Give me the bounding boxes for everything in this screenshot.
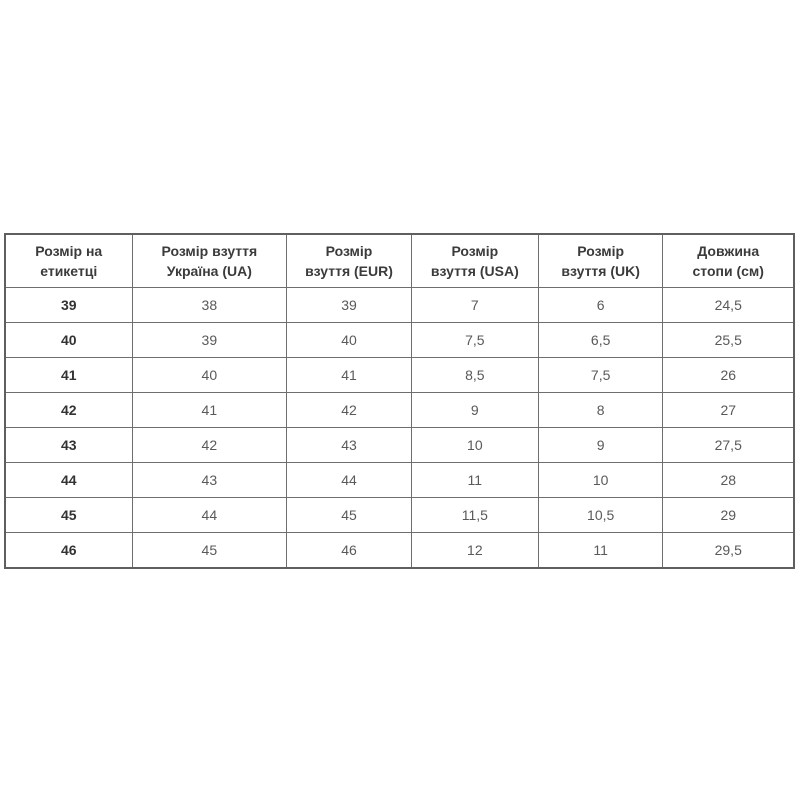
header-row: Розмір на етикетці Розмір взуття Україна …	[4, 233, 795, 288]
size-value-cell: 43	[286, 427, 412, 463]
column-header: Розмір взуття Україна (UA)	[131, 233, 288, 288]
size-value-cell: 29	[662, 497, 795, 533]
label-size-cell: 43	[4, 427, 133, 463]
size-value-cell: 38	[131, 287, 288, 323]
size-value-cell: 7,5	[410, 322, 539, 358]
size-value-cell: 11,5	[410, 497, 539, 533]
size-value-cell: 10,5	[537, 497, 664, 533]
table-row: 41 40 41 8,5 7,5 26	[4, 357, 795, 393]
table-row: 40 39 40 7,5 6,5 25,5	[4, 322, 795, 358]
size-value-cell: 27,5	[662, 427, 795, 463]
column-header: Розмір на етикетці	[4, 233, 133, 288]
column-header: Довжина стопи (см)	[662, 233, 795, 288]
size-value-cell: 8,5	[410, 357, 539, 393]
size-value-cell: 42	[286, 392, 412, 428]
label-size-cell: 46	[4, 532, 133, 569]
size-value-cell: 7	[410, 287, 539, 323]
size-value-cell: 42	[131, 427, 288, 463]
table-row: 46 45 46 12 11 29,5	[4, 532, 795, 569]
size-value-cell: 41	[286, 357, 412, 393]
size-value-cell: 11	[537, 532, 664, 569]
table-row: 42 41 42 9 8 27	[4, 392, 795, 428]
table-row: 39 38 39 7 6 24,5	[4, 287, 795, 323]
size-value-cell: 40	[286, 322, 412, 358]
size-value-cell: 10	[537, 462, 664, 498]
column-header: Розмір взуття (EUR)	[286, 233, 412, 288]
size-value-cell: 45	[286, 497, 412, 533]
label-size-cell: 40	[4, 322, 133, 358]
size-chart: Розмір на етикетці Розмір взуття Україна …	[4, 233, 795, 569]
size-value-cell: 10	[410, 427, 539, 463]
table-row: 44 43 44 11 10 28	[4, 462, 795, 498]
table-body: 39 38 39 7 6 24,5 40 39 40 7,5 6,5 25,5 41 40 41 8,5 7,5…	[4, 287, 795, 569]
size-value-cell: 26	[662, 357, 795, 393]
size-table: Розмір на етикетці Розмір взуття Україна …	[4, 233, 795, 569]
size-value-cell: 8	[537, 392, 664, 428]
label-size-cell: 45	[4, 497, 133, 533]
size-value-cell: 44	[286, 462, 412, 498]
label-size-cell: 44	[4, 462, 133, 498]
size-value-cell: 45	[131, 532, 288, 569]
column-header: Розмір взуття (UK)	[537, 233, 664, 288]
size-value-cell: 6,5	[537, 322, 664, 358]
label-size-cell: 39	[4, 287, 133, 323]
size-value-cell: 24,5	[662, 287, 795, 323]
size-value-cell: 43	[131, 462, 288, 498]
size-value-cell: 7,5	[537, 357, 664, 393]
size-value-cell: 46	[286, 532, 412, 569]
label-size-cell: 42	[4, 392, 133, 428]
size-value-cell: 44	[131, 497, 288, 533]
table-header: Розмір на етикетці Розмір взуття Україна …	[4, 233, 795, 288]
size-value-cell: 27	[662, 392, 795, 428]
size-value-cell: 25,5	[662, 322, 795, 358]
column-header: Розмір взуття (USA)	[410, 233, 539, 288]
size-value-cell: 41	[131, 392, 288, 428]
label-size-cell: 41	[4, 357, 133, 393]
table-row: 43 42 43 10 9 27,5	[4, 427, 795, 463]
size-value-cell: 6	[537, 287, 664, 323]
size-value-cell: 29,5	[662, 532, 795, 569]
size-value-cell: 39	[286, 287, 412, 323]
size-value-cell: 9	[537, 427, 664, 463]
size-value-cell: 11	[410, 462, 539, 498]
size-value-cell: 39	[131, 322, 288, 358]
table-row: 45 44 45 11,5 10,5 29	[4, 497, 795, 533]
size-value-cell: 12	[410, 532, 539, 569]
size-value-cell: 28	[662, 462, 795, 498]
size-value-cell: 9	[410, 392, 539, 428]
size-value-cell: 40	[131, 357, 288, 393]
